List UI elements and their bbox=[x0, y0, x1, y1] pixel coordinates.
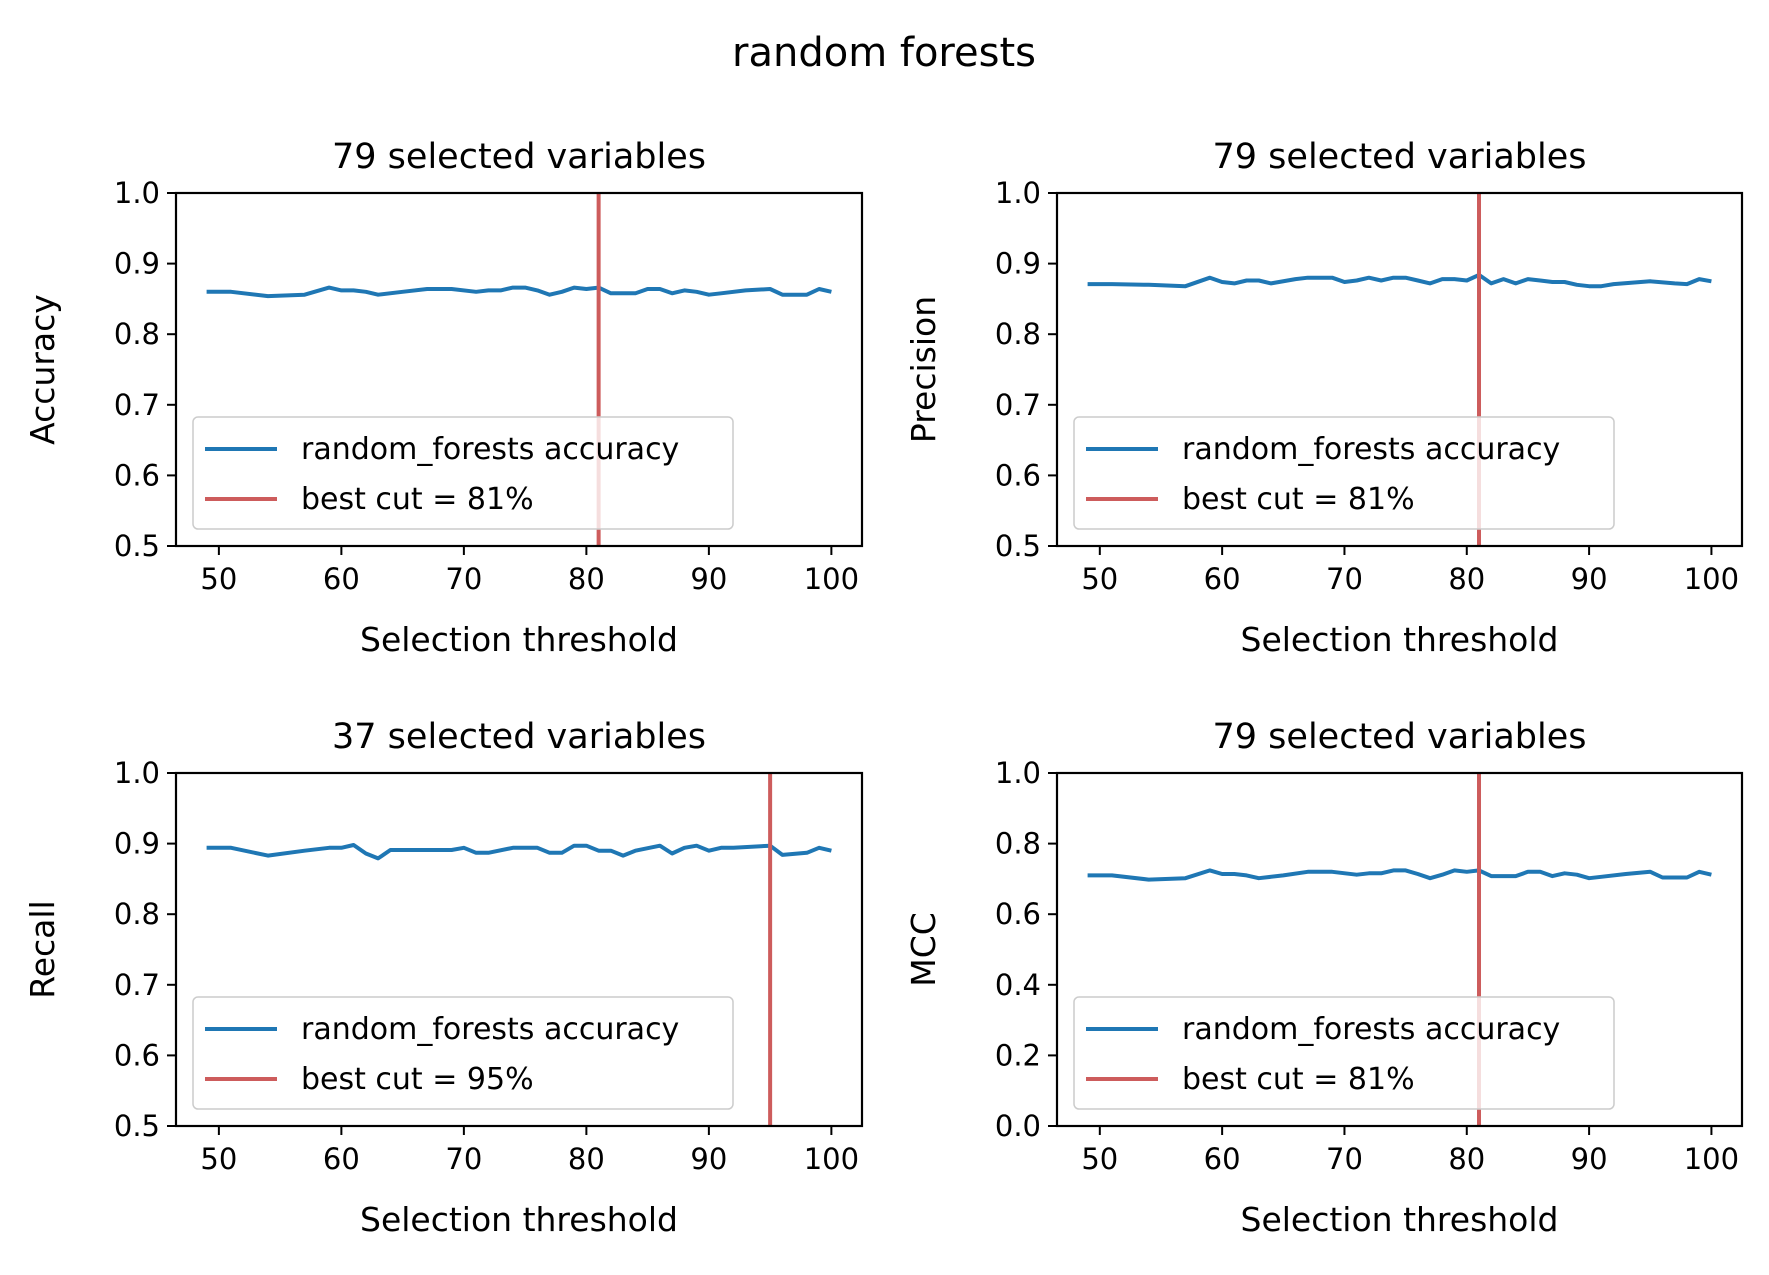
subplot-title: 79 selected variables bbox=[1213, 137, 1587, 177]
x-tick-label: 50 bbox=[200, 562, 237, 596]
x-tick-label: 90 bbox=[690, 562, 727, 596]
legend-cut-label: best cut = 81% bbox=[1182, 482, 1415, 517]
legend-box bbox=[1073, 416, 1615, 530]
x-axis-label: Selection threshold bbox=[1241, 1200, 1559, 1239]
x-tick-label: 100 bbox=[1684, 1142, 1739, 1176]
legend: random_forests accuracy best cut = 81% bbox=[1073, 996, 1615, 1110]
axes-frame bbox=[1055, 191, 1744, 548]
y-axis-label: Precision bbox=[904, 296, 943, 443]
x-tick-label: 100 bbox=[804, 1142, 859, 1176]
x-tick-label: 80 bbox=[1448, 562, 1485, 596]
y-tick-label: 0.9 bbox=[995, 247, 1041, 281]
x-tick-label: 50 bbox=[1081, 562, 1118, 596]
subplot-title: 37 selected variables bbox=[332, 717, 706, 757]
x-tick-label: 60 bbox=[1204, 562, 1241, 596]
x-tick-label: 70 bbox=[445, 562, 482, 596]
x-tick-label: 60 bbox=[323, 1142, 360, 1176]
y-tick-label: 0.8 bbox=[114, 897, 160, 931]
subplot-1: 79 selected variables 50 60 70 80 90 100 0.5 0.6… bbox=[23, 137, 864, 659]
subplot-title: 79 selected variables bbox=[1213, 717, 1587, 757]
x-tick-label: 50 bbox=[200, 1142, 237, 1176]
y-tick-label: 1.0 bbox=[995, 176, 1041, 210]
x-axis-label: Selection threshold bbox=[360, 1200, 678, 1239]
x-tick-label: 90 bbox=[690, 1142, 727, 1176]
legend-cut-label: best cut = 81% bbox=[1182, 1062, 1415, 1097]
axes-frame bbox=[174, 771, 864, 1128]
y-tick-label: 0.7 bbox=[114, 968, 160, 1002]
subplot-3: 37 selected variables 50 60 70 80 90 100 0.5 0.6… bbox=[23, 717, 864, 1239]
subplot-title: 79 selected variables bbox=[332, 137, 706, 177]
x-tick-label: 50 bbox=[1081, 1142, 1118, 1176]
legend: random_forests accuracy best cut = 81% bbox=[192, 416, 734, 530]
y-tick-label: 0.0 bbox=[995, 1109, 1041, 1143]
legend-cut-label: best cut = 81% bbox=[301, 482, 534, 517]
y-tick-label: 0.7 bbox=[114, 388, 160, 422]
x-tick-label: 90 bbox=[1571, 1142, 1608, 1176]
y-tick-label: 0.5 bbox=[114, 1109, 160, 1143]
y-tick-label: 0.5 bbox=[114, 529, 160, 563]
legend-series-label: random_forests accuracy bbox=[1182, 1012, 1560, 1047]
y-tick-label: 0.8 bbox=[114, 317, 160, 351]
y-tick-label: 0.6 bbox=[995, 458, 1041, 492]
series-line bbox=[206, 285, 832, 299]
legend: random_forests accuracy best cut = 81% bbox=[1073, 416, 1615, 530]
y-tick-label: 0.7 bbox=[995, 388, 1041, 422]
y-tick-label: 0.6 bbox=[114, 458, 160, 492]
x-tick-label: 80 bbox=[568, 562, 605, 596]
x-tick-label: 80 bbox=[568, 1142, 605, 1176]
x-axis-label: Selection threshold bbox=[360, 620, 678, 659]
axes-frame bbox=[1055, 771, 1744, 1128]
x-tick-label: 100 bbox=[1684, 562, 1739, 596]
y-tick-label: 0.8 bbox=[995, 827, 1041, 861]
y-tick-label: 0.6 bbox=[995, 897, 1041, 931]
y-axis-label: Recall bbox=[23, 900, 62, 998]
x-tick-label: 90 bbox=[1571, 562, 1608, 596]
x-tick-label: 70 bbox=[1326, 562, 1363, 596]
series-line bbox=[1087, 868, 1712, 882]
legend-box bbox=[192, 416, 734, 530]
subplot-2: 79 selected variables 50 60 70 80 90 100 0.5 0.6… bbox=[904, 137, 1744, 659]
legend-box bbox=[1073, 996, 1615, 1110]
x-tick-label: 100 bbox=[804, 562, 859, 596]
x-tick-label: 70 bbox=[1326, 1142, 1363, 1176]
y-tick-label: 0.4 bbox=[995, 968, 1041, 1002]
y-tick-label: 1.0 bbox=[995, 756, 1041, 790]
axes-frame bbox=[174, 191, 864, 548]
x-tick-label: 70 bbox=[445, 1142, 482, 1176]
legend-series-label: random_forests accuracy bbox=[301, 1012, 679, 1047]
figure-title: random forests bbox=[732, 30, 1036, 76]
legend: random_forests accuracy best cut = 95% bbox=[192, 996, 734, 1110]
y-tick-label: 0.2 bbox=[995, 1038, 1041, 1072]
y-tick-label: 0.6 bbox=[114, 1038, 160, 1072]
y-tick-label: 0.9 bbox=[114, 827, 160, 861]
legend-box bbox=[192, 996, 734, 1110]
x-axis-label: Selection threshold bbox=[1241, 620, 1559, 659]
x-tick-label: 60 bbox=[1204, 1142, 1241, 1176]
subplots: 79 selected variables 50 60 70 80 90 100 0.5 0.6… bbox=[23, 137, 1744, 1239]
legend-series-label: random_forests accuracy bbox=[301, 432, 679, 467]
subplot-4: 79 selected variables 50 60 70 80 90 100 0.0 0.2… bbox=[904, 717, 1744, 1239]
x-tick-label: 80 bbox=[1448, 1142, 1485, 1176]
y-axis-label: Accuracy bbox=[23, 294, 62, 445]
x-tick-label: 60 bbox=[323, 562, 360, 596]
series-line bbox=[1087, 272, 1712, 289]
y-tick-label: 0.8 bbox=[995, 317, 1041, 351]
series-line bbox=[206, 843, 832, 861]
legend-cut-label: best cut = 95% bbox=[301, 1062, 534, 1097]
legend-series-label: random_forests accuracy bbox=[1182, 432, 1560, 467]
y-tick-label: 0.5 bbox=[995, 529, 1041, 563]
y-tick-label: 0.9 bbox=[114, 247, 160, 281]
y-tick-label: 1.0 bbox=[114, 756, 160, 790]
y-axis-label: MCC bbox=[904, 912, 943, 987]
y-tick-label: 1.0 bbox=[114, 176, 160, 210]
